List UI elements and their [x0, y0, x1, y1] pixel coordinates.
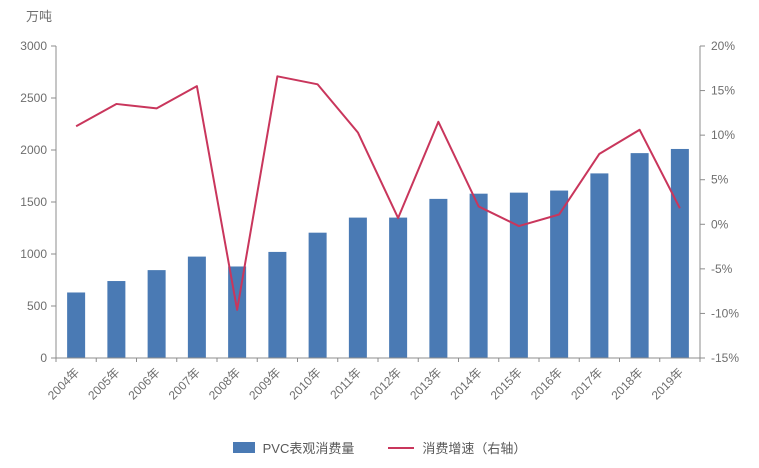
right-axis-tick-label: -15%	[711, 351, 739, 365]
left-axis-tick-label: 1000	[20, 247, 47, 261]
x-axis-label-2019年: 2019年	[649, 365, 686, 402]
x-axis-label-2007年: 2007年	[166, 365, 203, 402]
right-axis-tick-label: 5%	[711, 173, 729, 187]
right-axis-tick-label: 0%	[711, 217, 729, 231]
left-axis-tick-label: 2500	[20, 91, 47, 105]
bar-2004年	[67, 292, 86, 358]
chart-legend: PVC表观消费量 消费增速（右轴）	[0, 438, 759, 457]
left-axis-tick-label: 1500	[20, 195, 47, 209]
legend-item-line-series: 消费增速（右轴）	[388, 438, 526, 457]
x-axis-label-2017年: 2017年	[568, 365, 605, 402]
bar-2015年	[509, 192, 528, 358]
bar-2005年	[107, 281, 126, 358]
left-axis-tick-label: 2000	[20, 143, 47, 157]
right-axis-tick-label: -10%	[711, 306, 739, 320]
bar-2014年	[469, 193, 488, 358]
left-axis-unit-label: 万吨	[26, 9, 53, 24]
x-axis-label-2013年: 2013年	[407, 365, 444, 402]
bar-2006年	[147, 270, 166, 358]
legend-item-bar-series: PVC表观消费量	[232, 438, 355, 457]
bar-2019年	[670, 148, 689, 358]
bar-2007年	[187, 256, 206, 358]
bar-2018年	[630, 153, 649, 358]
x-axis-label-2005年: 2005年	[85, 365, 122, 402]
right-axis-tick-label: 20%	[711, 39, 735, 53]
right-axis-tick-label: 15%	[711, 84, 735, 98]
bar-2009年	[268, 251, 287, 358]
growth-rate-line	[75, 75, 681, 311]
chart-plot-area: 0 500 1000 1500 2000 2500 3000 -15% -10% -5% 0% 5% 1…	[20, 39, 739, 402]
bar-2016年	[550, 190, 569, 358]
bar-2010年	[308, 232, 327, 358]
legend-line-label: 消费增速（右轴）	[422, 441, 527, 456]
left-axis-tick-label: 3000	[20, 39, 47, 53]
bar-2011年	[348, 217, 367, 358]
x-axis-label-2016年: 2016年	[528, 365, 565, 402]
left-axis-tick-label: 500	[27, 299, 47, 313]
right-axis-tick-label: -5%	[711, 262, 733, 276]
x-axis-label-2004年: 2004年	[45, 365, 82, 402]
left-axis-tick-label: 0	[40, 351, 47, 365]
x-axis-label-2010年: 2010年	[286, 365, 323, 402]
x-axis-label-2014年: 2014年	[447, 365, 484, 402]
bar-2017年	[590, 173, 609, 358]
x-axis-label-2012年: 2012年	[367, 365, 404, 402]
x-axis-label-2018年: 2018年	[608, 365, 645, 402]
legend-line-swatch	[388, 446, 415, 449]
x-axis-label-2008年: 2008年	[206, 365, 243, 402]
x-axis-label-2011年: 2011年	[327, 365, 364, 402]
x-axis-label-2006年: 2006年	[125, 365, 162, 402]
legend-bar-swatch	[232, 442, 255, 453]
legend-bar-label: PVC表观消费量	[262, 441, 355, 456]
bar-2013年	[429, 198, 448, 358]
x-axis-label-2015年: 2015年	[488, 365, 525, 402]
bar-2012年	[389, 217, 408, 358]
x-axis-label-2009年: 2009年	[246, 365, 283, 402]
right-axis-tick-label: 10%	[711, 128, 735, 142]
